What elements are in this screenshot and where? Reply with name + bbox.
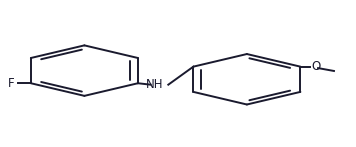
Text: O: O [312,60,321,73]
Text: NH: NH [146,78,164,91]
Text: F: F [8,77,15,90]
